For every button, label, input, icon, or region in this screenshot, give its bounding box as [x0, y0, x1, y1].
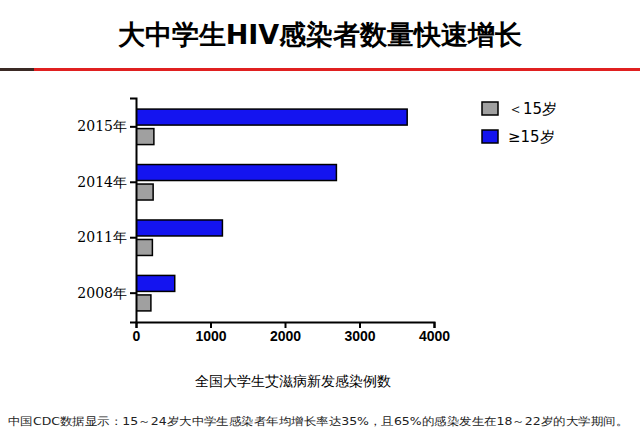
- bar: [136, 239, 152, 255]
- bar: [136, 129, 154, 145]
- legend-swatch: [482, 130, 498, 143]
- title-rule-dark: [0, 68, 34, 71]
- x-tick: 1000: [195, 322, 226, 344]
- bar: [136, 275, 175, 291]
- bar: [136, 165, 336, 181]
- legend-label: ＜15岁: [508, 100, 557, 118]
- bars: [136, 109, 407, 311]
- y-tick-mark: [130, 292, 136, 294]
- x-axis-title: 全国大学生艾滋病新发感染例数: [195, 373, 391, 389]
- title: 大中学生HIV感染者数量快速增长: [118, 19, 523, 50]
- bar: [136, 220, 222, 236]
- chart: 大中学生HIV感染者数量快速增长010002000300040002008年20…: [0, 0, 640, 439]
- x-tick-label: 4000: [419, 328, 450, 344]
- y-axis-line: [130, 99, 137, 323]
- x-tick-label: 2000: [270, 328, 301, 344]
- bar: [136, 184, 153, 200]
- y-axis: 2008年 2011年 2014年 2015年: [77, 99, 136, 323]
- x-tick: 4000: [419, 322, 450, 344]
- x-tick: 3000: [344, 322, 375, 344]
- x-tick: 2000: [270, 322, 301, 344]
- bar: [136, 295, 151, 311]
- bar: [136, 109, 407, 125]
- y-tick: 2015年: [77, 118, 136, 134]
- y-tick-mark: [130, 126, 136, 128]
- y-tick-label: 2008年: [77, 285, 127, 301]
- x-tick-label: 3000: [344, 328, 375, 344]
- y-tick-label: 2014年: [77, 174, 127, 190]
- x-axis: 0 1000 2000 3000 4000: [133, 322, 451, 344]
- y-tick: 2014年: [77, 174, 136, 190]
- y-tick: 2008年: [77, 285, 136, 301]
- x-tick-label: 1000: [195, 328, 226, 344]
- y-tick-label: 2011年: [77, 229, 127, 245]
- y-tick: 2011年: [77, 229, 136, 245]
- title-rule-red: [34, 68, 640, 71]
- y-tick-mark: [130, 237, 136, 239]
- legend-label: ≥15岁: [508, 128, 555, 146]
- legend-swatch: [482, 102, 498, 115]
- footnote: 中国CDC数据显示：15～24岁大中学生感染者年均增长率达35%，且65%的感染…: [8, 415, 628, 428]
- legend: ＜15岁 ≥15岁: [482, 100, 557, 146]
- y-tick-label: 2015年: [77, 118, 127, 134]
- y-tick-mark: [130, 181, 136, 183]
- x-tick-label: 0: [133, 328, 141, 344]
- x-tick: 0: [133, 322, 141, 344]
